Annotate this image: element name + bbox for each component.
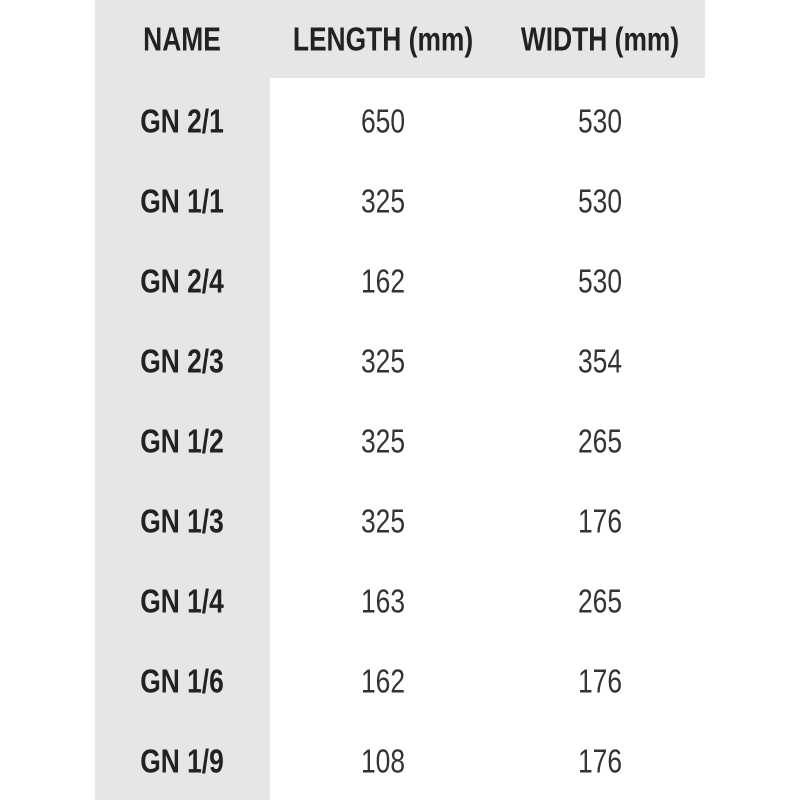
cell-value-group: 650: [361, 104, 405, 140]
row-name-group: GN 1/3: [140, 504, 224, 540]
cell-value-group: 325: [361, 344, 405, 380]
row-name: GN 1/4: [140, 584, 224, 620]
cell-value-group: 176: [578, 744, 622, 780]
row-name-group: GN 1/1: [140, 184, 224, 220]
cell-value-group: 162: [361, 264, 405, 300]
row-name: GN 2/1: [140, 104, 224, 140]
row-name-group: GN 1/4: [140, 584, 224, 620]
cell-value: 162: [361, 664, 405, 700]
cell-value: 325: [361, 504, 405, 540]
row-name-group: GN 2/4: [140, 264, 224, 300]
cell-value-group: 162: [361, 664, 405, 700]
header-band: [95, 0, 705, 78]
cell-value-group: 265: [578, 584, 622, 620]
cell-value: 176: [578, 664, 622, 700]
column-header: NAME: [143, 22, 221, 58]
cell-value-group: 325: [361, 504, 405, 540]
row-name: GN 1/2: [140, 424, 224, 460]
column-header-group: LENGTH (mm): [293, 22, 473, 58]
cell-value: 163: [361, 584, 405, 620]
cell-value-group: 325: [361, 424, 405, 460]
row-name-group: GN 1/6: [140, 664, 224, 700]
row-name: GN 1/6: [140, 664, 224, 700]
cell-value: 176: [578, 504, 622, 540]
cell-value: 176: [578, 744, 622, 780]
cell-value: 108: [361, 744, 405, 780]
row-name: GN 1/3: [140, 504, 224, 540]
column-header: WIDTH (mm): [521, 22, 679, 58]
row-name: GN 1/9: [140, 744, 224, 780]
cell-value-group: 530: [578, 264, 622, 300]
cell-value: 325: [361, 344, 405, 380]
cell-value: 530: [578, 184, 622, 220]
row-name: GN 1/1: [140, 184, 224, 220]
cell-value-group: 176: [578, 664, 622, 700]
cell-value: 325: [361, 424, 405, 460]
cell-value: 530: [578, 104, 622, 140]
row-name-group: GN 1/9: [140, 744, 224, 780]
cell-value: 265: [578, 424, 622, 460]
cell-value: 354: [578, 344, 622, 380]
row-name-group: GN 2/3: [140, 344, 224, 380]
name-column-band: [95, 78, 270, 800]
cell-value: 265: [578, 584, 622, 620]
cell-value: 162: [361, 264, 405, 300]
cell-value: 530: [578, 264, 622, 300]
row-name: GN 2/3: [140, 344, 224, 380]
cell-value: 650: [361, 104, 405, 140]
cell-value-group: 325: [361, 184, 405, 220]
column-header-group: NAME: [143, 22, 221, 58]
cell-value-group: 265: [578, 424, 622, 460]
row-name: GN 2/4: [140, 264, 224, 300]
cell-value-group: 108: [361, 744, 405, 780]
cell-value-group: 176: [578, 504, 622, 540]
cell-value-group: 530: [578, 104, 622, 140]
row-name-group: GN 2/1: [140, 104, 224, 140]
cell-value-group: 354: [578, 344, 622, 380]
column-header: LENGTH (mm): [293, 22, 473, 58]
cell-value-group: 163: [361, 584, 405, 620]
column-header-group: WIDTH (mm): [521, 22, 679, 58]
cell-value-group: 530: [578, 184, 622, 220]
row-name-group: GN 1/2: [140, 424, 224, 460]
cell-value: 325: [361, 184, 405, 220]
